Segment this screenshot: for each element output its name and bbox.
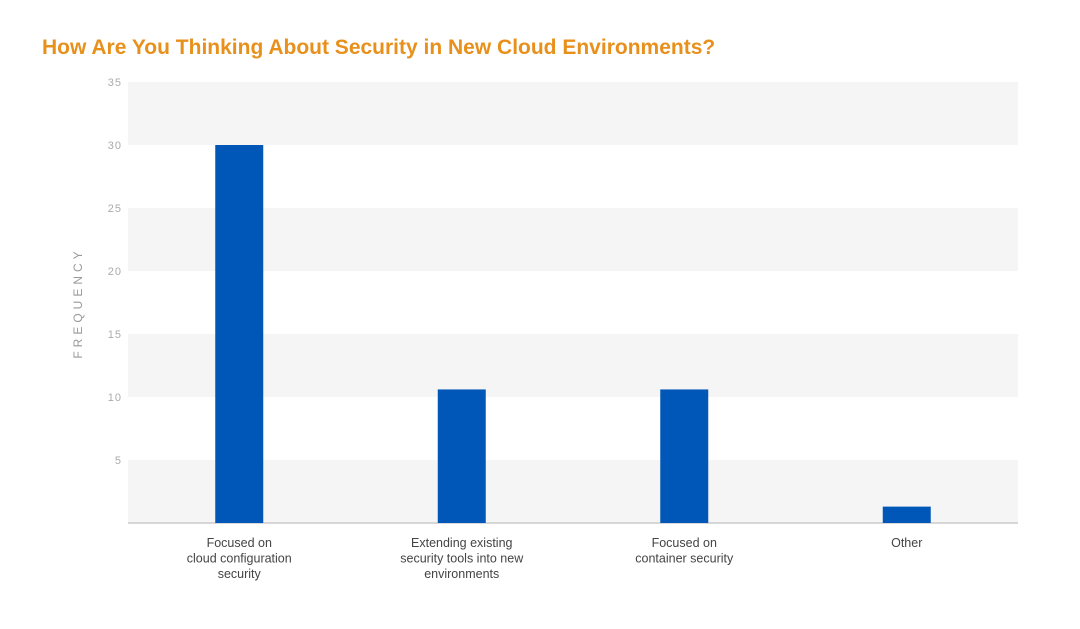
x-tick-label: Focused on cloud configuration security [187, 536, 292, 581]
x-tick-label: Focused on container security [635, 536, 734, 566]
grid-band [128, 460, 1018, 523]
bar [882, 506, 931, 523]
x-tick-label: Other [891, 536, 922, 550]
x-axis-labels: Focused on cloud configuration security Ext… [187, 536, 923, 581]
grid-bands [128, 82, 1018, 523]
grid-band [128, 208, 1018, 271]
chart-title: How Are You Thinking About Security in N… [42, 36, 716, 59]
x-tick-label: Extending existing security tools into ne… [400, 536, 524, 581]
y-tick-label: 10 [108, 392, 122, 404]
y-tick-label: 20 [108, 266, 122, 278]
y-tick-label: 30 [108, 140, 122, 152]
bars [215, 145, 931, 523]
y-tick-label: 15 [108, 329, 122, 341]
bar [215, 145, 264, 523]
y-axis-ticks: 5 10 15 20 25 30 35 [108, 77, 122, 467]
grid-band [128, 82, 1018, 145]
y-tick-label: 25 [108, 203, 122, 215]
y-tick-label: 35 [108, 77, 122, 89]
bar [660, 389, 709, 523]
y-tick-label: 5 [115, 455, 122, 467]
y-axis-label: FREQUENCY [71, 247, 85, 358]
bar [437, 389, 486, 523]
grid-band [128, 334, 1018, 397]
